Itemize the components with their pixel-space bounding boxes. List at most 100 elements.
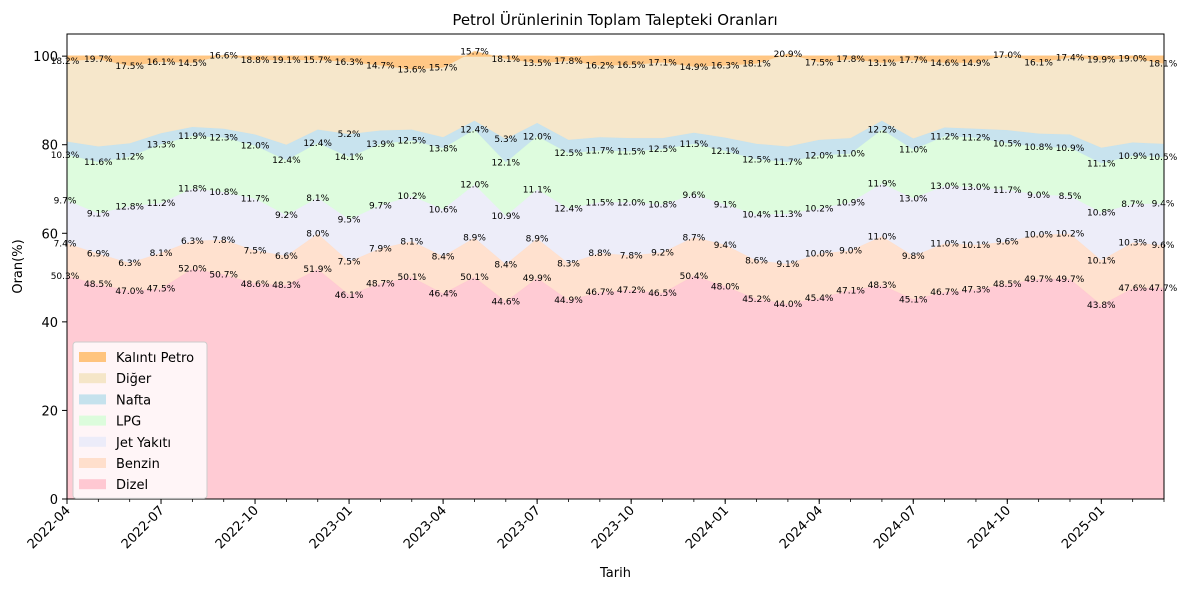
legend-swatch	[79, 458, 106, 468]
data-label: 11.1%	[523, 185, 552, 195]
data-label: 12.4%	[460, 126, 489, 136]
data-label: 11.0%	[930, 240, 959, 250]
data-label: 12.4%	[303, 139, 332, 149]
y-tick-label: 40	[41, 316, 58, 331]
x-axis-label: Tarih	[599, 566, 631, 581]
data-label: 11.5%	[680, 140, 709, 150]
data-label: 8.9%	[526, 235, 549, 245]
data-label: 12.5%	[648, 145, 677, 155]
data-label: 11.2%	[930, 132, 959, 142]
data-label: 10.1%	[962, 241, 991, 251]
data-label: 6.3%	[118, 259, 141, 269]
x-tick-label: 2025-01	[1059, 503, 1108, 552]
data-label: 17.5%	[805, 58, 834, 68]
data-label: 12.8%	[115, 202, 144, 212]
data-label: 8.6%	[745, 257, 768, 267]
y-tick-label: 100	[33, 50, 58, 65]
data-label: 14.9%	[962, 59, 991, 69]
area-dizel	[67, 268, 1164, 499]
data-label: 11.2%	[115, 153, 144, 163]
data-label: 12.5%	[398, 137, 427, 147]
data-label: 47.3%	[962, 286, 991, 296]
data-label: 9.1%	[714, 201, 737, 211]
data-label: 17.1%	[648, 58, 677, 68]
data-label: 9.7%	[54, 197, 77, 207]
data-label: 48.5%	[84, 280, 113, 290]
data-label: 50.4%	[680, 272, 709, 282]
x-tick-label: 2024-07	[871, 503, 920, 552]
data-label: 15.7%	[429, 64, 458, 74]
data-label: 47.6%	[1118, 284, 1147, 294]
legend-swatch	[79, 373, 106, 384]
data-label: 11.9%	[178, 132, 207, 142]
data-label: 10.2%	[1056, 230, 1085, 240]
y-tick-label: 80	[41, 139, 58, 154]
data-label: 48.3%	[868, 281, 897, 291]
data-label: 8.3%	[557, 259, 580, 269]
y-axis-label: Oran(%)	[11, 239, 26, 293]
data-label: 9.8%	[902, 252, 925, 262]
area-nafta	[67, 120, 1164, 164]
area-diğer	[67, 51, 1164, 148]
data-label: 16.3%	[335, 58, 364, 68]
data-label: 47.5%	[147, 285, 176, 295]
data-label: 48.0%	[711, 282, 740, 292]
y-axis: 0 20 40 60 80 100	[33, 50, 67, 508]
data-label: 7.8%	[620, 251, 643, 261]
data-label: 8.4%	[494, 260, 517, 270]
data-label: 10.9%	[1118, 152, 1147, 162]
data-label: 48.7%	[366, 279, 395, 289]
data-label: 11.2%	[147, 199, 176, 209]
data-label: 10.6%	[429, 205, 458, 215]
data-label: 8.1%	[150, 249, 173, 259]
data-label: 11.1%	[1087, 159, 1116, 169]
data-label: 46.7%	[930, 288, 959, 298]
data-label: 47.2%	[617, 286, 646, 296]
data-label: 45.1%	[899, 295, 928, 305]
data-label: 20.9%	[774, 50, 803, 60]
data-label: 16.2%	[586, 61, 615, 71]
data-label: 7.5%	[244, 247, 267, 257]
data-label: 46.5%	[648, 289, 677, 299]
data-label: 9.6%	[682, 191, 705, 201]
data-label: 19.0%	[1118, 54, 1147, 64]
data-label: 12.1%	[492, 158, 521, 168]
data-label: 9.2%	[651, 248, 674, 258]
data-label: 12.0%	[805, 151, 834, 161]
data-label: 12.3%	[209, 134, 238, 144]
data-label: 43.8%	[1087, 301, 1116, 311]
data-label: 8.7%	[1121, 200, 1144, 210]
legend-swatch	[79, 479, 106, 490]
x-tick-label: 2023-04	[401, 503, 450, 552]
data-label: 14.6%	[930, 59, 959, 69]
data-label: 11.7%	[993, 186, 1022, 196]
chart-title: Petrol Ürünlerinin Toplam Talepteki Oran…	[452, 10, 777, 29]
y-tick-label: 60	[41, 227, 58, 242]
area-layers	[66, 50, 1165, 499]
data-label: 16.1%	[1024, 58, 1053, 68]
y-tick-label: 0	[50, 493, 58, 508]
data-label: 10.0%	[1024, 231, 1053, 241]
data-label: 47.0%	[115, 287, 144, 297]
legend-swatch	[79, 436, 106, 447]
data-label: 19.1%	[272, 56, 301, 66]
legend-box	[72, 341, 208, 499]
data-label: 9.0%	[1027, 191, 1050, 201]
data-label: 49.7%	[1024, 275, 1053, 285]
data-label: 8.9%	[463, 234, 486, 244]
data-label: 18.8%	[241, 56, 270, 66]
data-label: 15.7%	[460, 47, 489, 57]
data-label: 50.1%	[398, 273, 427, 283]
data-label: 11.7%	[586, 147, 615, 157]
data-label: 17.8%	[836, 55, 865, 65]
data-label: 10.5%	[993, 139, 1022, 149]
legend-swatch	[79, 415, 106, 426]
plot-frame	[66, 33, 1165, 500]
data-label: 12.5%	[742, 155, 771, 165]
data-label: 13.5%	[523, 59, 552, 69]
data-label: 11.3%	[774, 210, 803, 220]
data-label: 10.9%	[492, 212, 521, 222]
data-label: 17.5%	[115, 62, 144, 72]
data-label: 8.4%	[432, 252, 455, 262]
